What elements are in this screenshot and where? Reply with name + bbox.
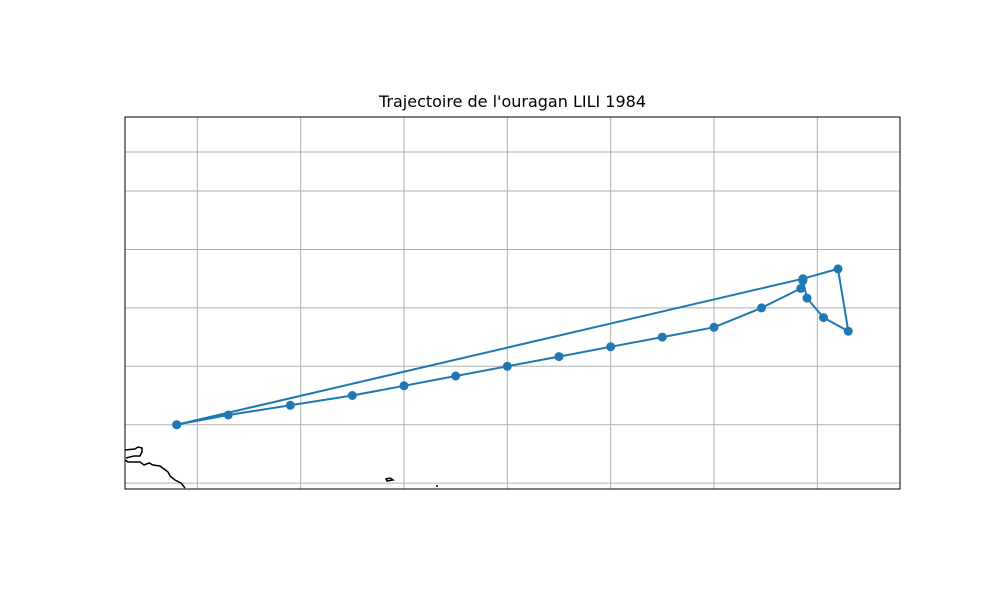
hurricane-track bbox=[172, 264, 853, 430]
gridlines bbox=[125, 117, 900, 489]
track-point-4 bbox=[399, 381, 409, 391]
track-line bbox=[176, 267, 850, 426]
track-point-15 bbox=[819, 313, 828, 323]
track-point-12 bbox=[796, 283, 806, 293]
map-frame bbox=[124, 116, 901, 490]
track-point-1 bbox=[223, 410, 233, 420]
track-point-3 bbox=[347, 391, 357, 400]
track-point-10 bbox=[709, 322, 719, 332]
coastline-island-north bbox=[124, 446, 143, 459]
track-point-11 bbox=[757, 303, 766, 313]
track-point-2 bbox=[285, 400, 295, 410]
track-point-16 bbox=[843, 326, 853, 336]
track-point-19 bbox=[172, 420, 182, 430]
coastlines bbox=[124, 446, 438, 489]
track-point-8 bbox=[606, 342, 616, 352]
track-point-17 bbox=[833, 264, 843, 274]
track-point-6 bbox=[502, 361, 512, 371]
track-point-7 bbox=[554, 352, 564, 362]
map-title: Trajectoire de l'ouragan LILI 1984 bbox=[378, 92, 647, 111]
coastline-small-island bbox=[384, 477, 395, 482]
track-point-9 bbox=[657, 332, 667, 342]
track-point-5 bbox=[451, 371, 461, 381]
track-point-14 bbox=[802, 293, 812, 303]
track-point-18 bbox=[798, 274, 808, 284]
coastline-mainland bbox=[124, 459, 186, 489]
